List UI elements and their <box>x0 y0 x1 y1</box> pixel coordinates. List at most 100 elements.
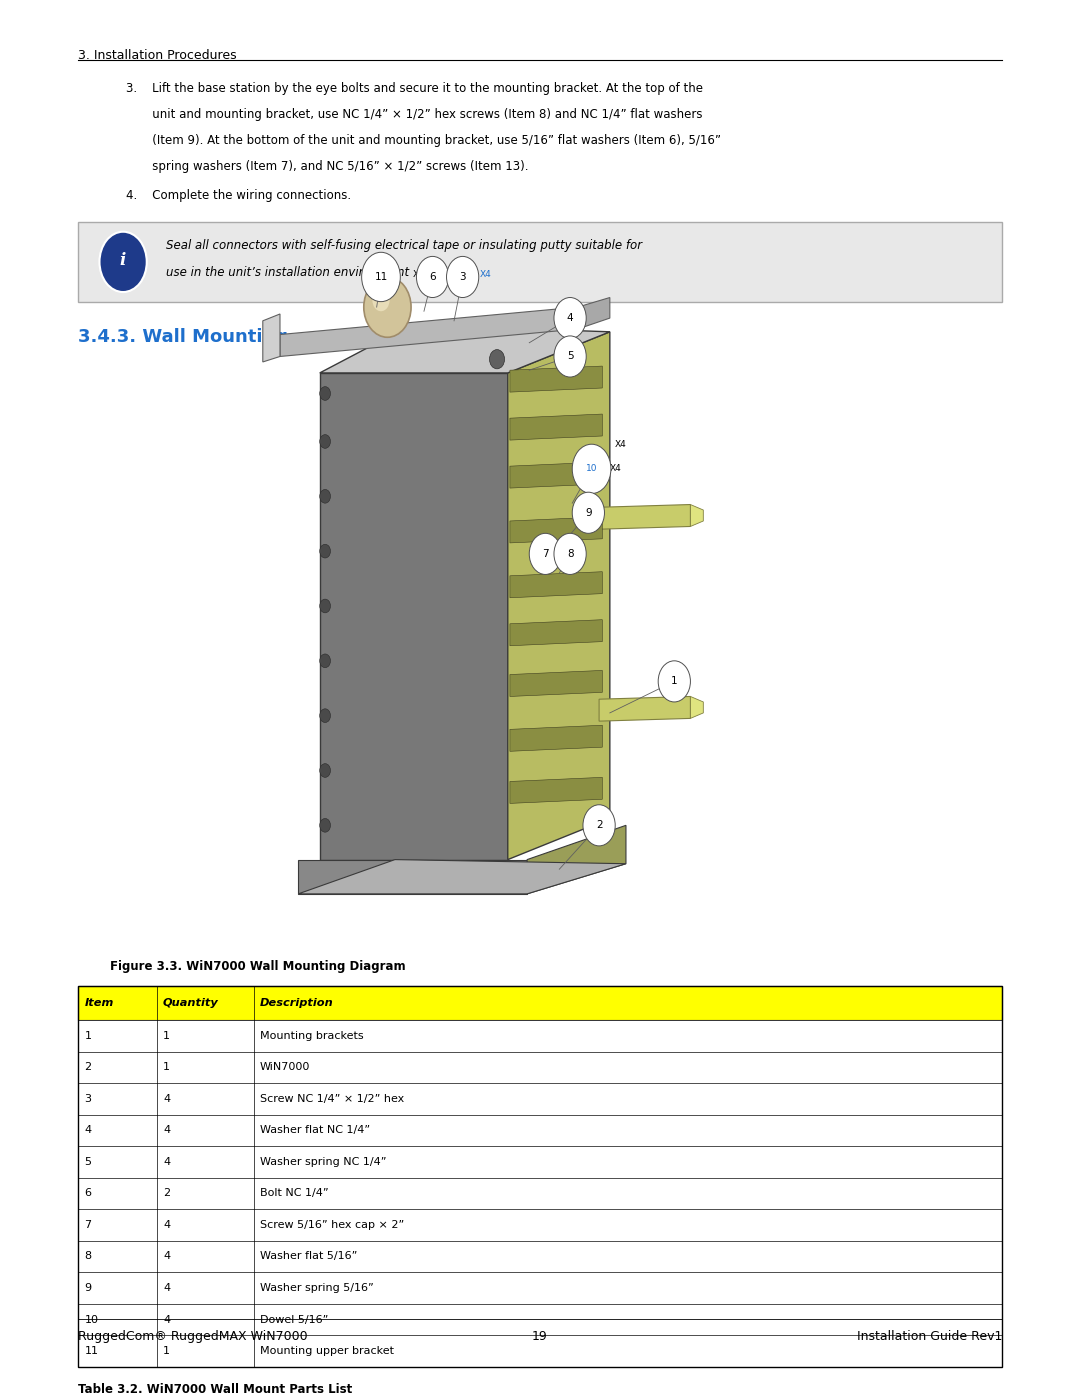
Polygon shape <box>320 326 610 373</box>
Text: (Item 9). At the bottom of the unit and mounting bracket, use 5/16” flat washers: (Item 9). At the bottom of the unit and … <box>126 134 721 148</box>
Text: 4: 4 <box>84 1126 92 1136</box>
Text: Washer flat NC 1/4”: Washer flat NC 1/4” <box>260 1126 370 1136</box>
Text: 9: 9 <box>585 507 592 518</box>
FancyBboxPatch shape <box>78 1083 1002 1115</box>
Polygon shape <box>510 462 603 488</box>
Text: 4: 4 <box>163 1157 171 1166</box>
Polygon shape <box>510 414 603 440</box>
Text: 3.    Lift the base station by the eye bolts and secure it to the mounting brack: 3. Lift the base station by the eye bolt… <box>126 82 703 95</box>
Text: 7: 7 <box>542 549 549 559</box>
Circle shape <box>554 534 586 574</box>
Polygon shape <box>510 517 603 543</box>
Polygon shape <box>690 697 703 718</box>
Circle shape <box>572 444 611 493</box>
Circle shape <box>373 289 390 312</box>
Polygon shape <box>510 620 603 645</box>
Text: Screw NC 1/4” × 1/2” hex: Screw NC 1/4” × 1/2” hex <box>260 1094 404 1104</box>
Text: 3: 3 <box>459 272 465 282</box>
Text: X4: X4 <box>607 509 619 517</box>
Polygon shape <box>510 571 603 598</box>
Circle shape <box>529 534 562 574</box>
FancyBboxPatch shape <box>78 986 1002 1020</box>
Text: 3.4.3. Wall Mounting: 3.4.3. Wall Mounting <box>78 328 288 345</box>
Text: Mounting upper bracket: Mounting upper bracket <box>260 1347 394 1356</box>
Circle shape <box>583 805 616 847</box>
Circle shape <box>320 599 330 613</box>
Polygon shape <box>508 332 610 859</box>
Polygon shape <box>320 373 508 859</box>
Polygon shape <box>298 859 527 894</box>
Circle shape <box>99 232 147 292</box>
Text: 9: 9 <box>84 1282 92 1294</box>
Text: 10: 10 <box>585 464 597 474</box>
Text: 6: 6 <box>84 1189 92 1199</box>
Text: Washer flat 5/16”: Washer flat 5/16” <box>260 1252 357 1261</box>
Text: WiN7000: WiN7000 <box>260 1062 310 1073</box>
Text: 1: 1 <box>84 1031 92 1041</box>
Text: Installation Guide Rev1: Installation Guide Rev1 <box>856 1330 1002 1343</box>
FancyBboxPatch shape <box>78 1146 1002 1178</box>
Polygon shape <box>298 859 626 894</box>
Text: 1: 1 <box>163 1347 170 1356</box>
FancyBboxPatch shape <box>78 1210 1002 1241</box>
Text: 10: 10 <box>84 1315 98 1324</box>
Text: Bolt NC 1/4”: Bolt NC 1/4” <box>260 1189 328 1199</box>
Text: Seal all connectors with self-fusing electrical tape or insulating putty suitabl: Seal all connectors with self-fusing ele… <box>166 239 643 251</box>
Circle shape <box>446 257 478 298</box>
Polygon shape <box>510 725 603 752</box>
Circle shape <box>320 654 330 668</box>
Text: 7: 7 <box>84 1220 92 1229</box>
Circle shape <box>364 277 411 337</box>
Polygon shape <box>527 826 626 894</box>
Text: Figure 3.3. WiN7000 Wall Mounting Diagram: Figure 3.3. WiN7000 Wall Mounting Diagra… <box>110 960 406 972</box>
Text: Dowel 5/16”: Dowel 5/16” <box>260 1315 328 1324</box>
Circle shape <box>658 661 690 701</box>
Text: 4: 4 <box>163 1094 171 1104</box>
Circle shape <box>417 257 448 298</box>
Text: X4: X4 <box>616 440 627 448</box>
Circle shape <box>572 492 605 534</box>
Text: 4: 4 <box>163 1126 171 1136</box>
Text: 4: 4 <box>163 1220 171 1229</box>
Text: 6: 6 <box>429 272 436 282</box>
Text: 1: 1 <box>163 1062 170 1073</box>
Text: RuggedCom® RuggedMAX WiN7000: RuggedCom® RuggedMAX WiN7000 <box>78 1330 308 1343</box>
Text: spring washers (Item 7), and NC 5/16” × 1/2” screws (Item 13).: spring washers (Item 7), and NC 5/16” × … <box>126 161 529 173</box>
Text: Screw 5/16” hex cap × 2”: Screw 5/16” hex cap × 2” <box>260 1220 404 1229</box>
Text: 4: 4 <box>567 313 573 323</box>
FancyBboxPatch shape <box>78 1273 1002 1303</box>
Text: 4: 4 <box>163 1282 171 1294</box>
Text: 1: 1 <box>163 1031 170 1041</box>
Text: Mounting brackets: Mounting brackets <box>260 1031 364 1041</box>
Text: use in the unit’s installation environment: use in the unit’s installation environme… <box>166 265 409 279</box>
Text: 4.    Complete the wiring connections.: 4. Complete the wiring connections. <box>126 189 351 203</box>
Polygon shape <box>599 697 690 721</box>
Text: 2: 2 <box>84 1062 92 1073</box>
Text: 19: 19 <box>532 1330 548 1343</box>
Polygon shape <box>510 671 603 697</box>
Text: 1: 1 <box>671 676 677 686</box>
FancyBboxPatch shape <box>78 1303 1002 1336</box>
Text: X4: X4 <box>589 313 600 323</box>
Text: X4: X4 <box>589 352 600 360</box>
Text: Washer spring NC 1/4”: Washer spring NC 1/4” <box>260 1157 387 1166</box>
Text: 8: 8 <box>84 1252 92 1261</box>
Text: X4: X4 <box>502 577 514 585</box>
Text: X4: X4 <box>589 549 600 559</box>
FancyBboxPatch shape <box>78 1178 1002 1210</box>
Circle shape <box>362 253 401 302</box>
Text: 3: 3 <box>84 1094 92 1104</box>
Text: 2: 2 <box>163 1189 171 1199</box>
Circle shape <box>320 387 330 401</box>
Text: 8: 8 <box>567 549 573 559</box>
Polygon shape <box>690 504 703 527</box>
Polygon shape <box>599 504 690 529</box>
Circle shape <box>320 434 330 448</box>
Polygon shape <box>262 314 280 362</box>
FancyBboxPatch shape <box>78 222 1002 302</box>
Text: Washer spring 5/16”: Washer spring 5/16” <box>260 1282 374 1294</box>
Text: 11: 11 <box>84 1347 98 1356</box>
FancyBboxPatch shape <box>78 1336 1002 1366</box>
Circle shape <box>554 335 586 377</box>
Text: Description: Description <box>260 997 334 1007</box>
